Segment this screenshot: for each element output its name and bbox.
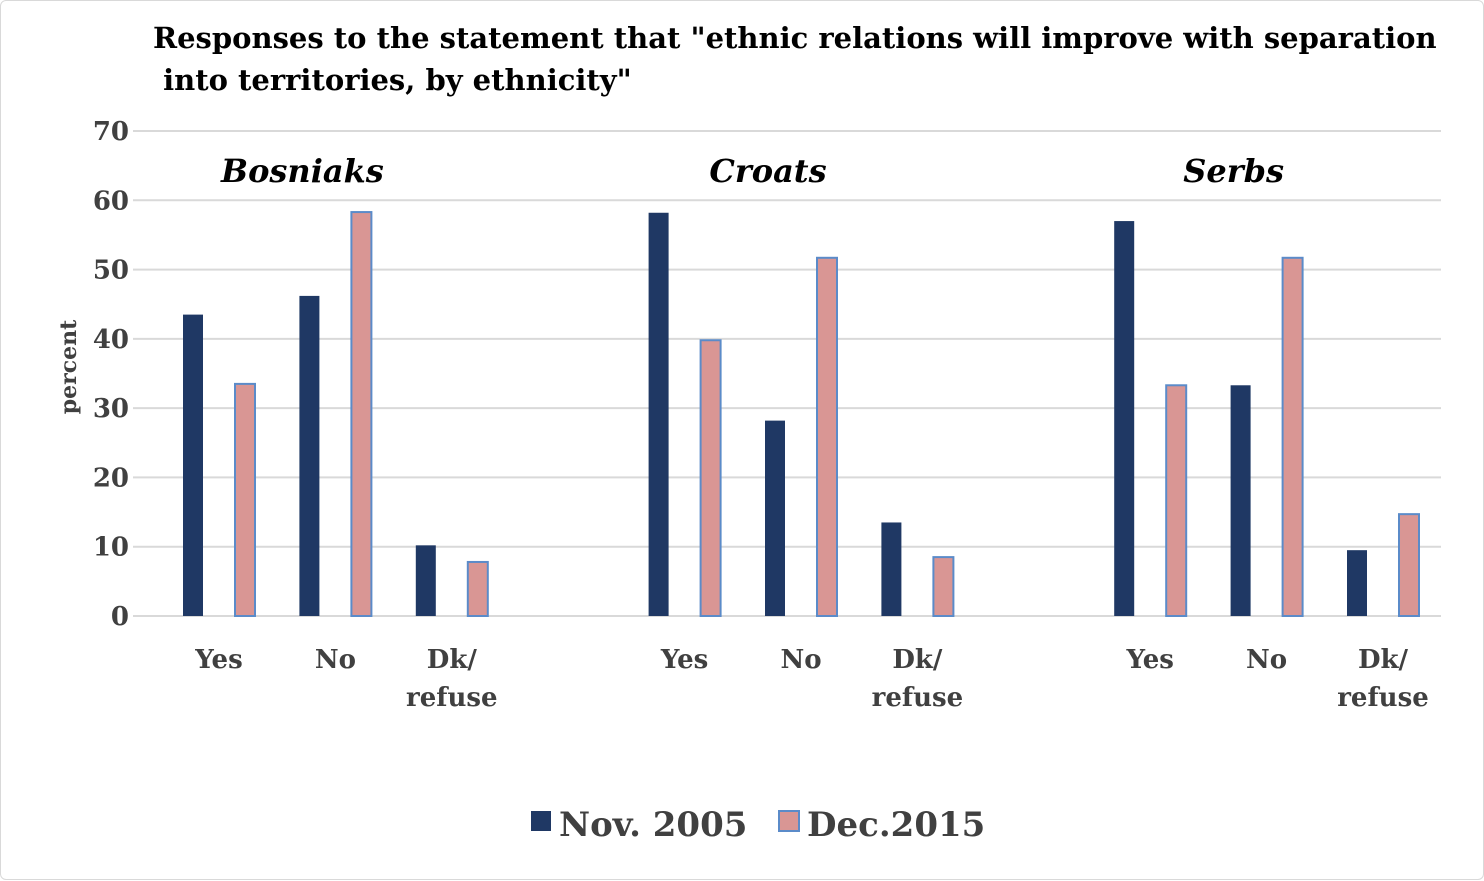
x-tick-label: refuse	[1337, 683, 1429, 713]
y-tick-label: 30	[93, 394, 129, 424]
group-label: Bosniaks	[220, 152, 384, 190]
group-label: Croats	[709, 152, 826, 190]
bar-nov-2005	[1114, 221, 1135, 617]
group-label: Serbs	[1183, 152, 1284, 190]
x-tick-label: Dk/	[892, 645, 943, 675]
bar-nov-2005	[1230, 385, 1251, 616]
y-tick-label: 0	[111, 602, 129, 632]
x-tick-label: Yes	[1125, 645, 1173, 675]
chart-title-line-2: into territories, by ethnicity"	[153, 63, 632, 97]
bar-dec-2015	[234, 382, 256, 617]
bar-dec-2015	[816, 256, 838, 617]
y-tick-label: 10	[93, 533, 129, 563]
x-tick-label: Dk/	[1358, 645, 1409, 675]
legend-label: Dec.2015	[807, 805, 985, 845]
y-tick-label: 60	[93, 186, 129, 216]
chart-title-line-1: Responses to the statement that "ethnic …	[153, 21, 1437, 55]
y-tick-label: 70	[93, 117, 129, 147]
x-tick-label: refuse	[872, 683, 964, 713]
y-tick-label: 20	[93, 463, 129, 493]
bar-nov-2005	[299, 295, 320, 616]
y-tick-label: 40	[93, 325, 129, 355]
legend-label: Nov. 2005	[559, 805, 747, 845]
x-tick-label: No	[780, 645, 821, 675]
bar-nov-2005	[765, 420, 785, 616]
bar-dec-2015	[1165, 384, 1188, 617]
bar-nov-2005	[183, 314, 203, 616]
group-labels: Bosniaks Croats Serbs	[220, 152, 1284, 190]
bar-nov-2005	[415, 545, 436, 616]
y-tick-label: 50	[93, 256, 129, 286]
x-tick-label: refuse	[406, 683, 498, 713]
x-tick-label: Yes	[194, 645, 242, 675]
bar-dec-2015	[1398, 513, 1420, 618]
bar-nov-2005	[648, 212, 669, 616]
chart-title: Responses to the statement that "ethnic …	[153, 21, 1437, 97]
bar-dec-2015	[466, 560, 489, 618]
x-tick-label: No	[1246, 645, 1287, 675]
legend: Nov. 2005 Dec.2015	[531, 805, 985, 845]
legend-swatch	[531, 811, 551, 831]
x-tick-label: Yes	[660, 645, 708, 675]
bar-nov-2005	[1347, 550, 1367, 616]
x-tick-label: Dk/	[427, 645, 478, 675]
y-axis-label: percent	[56, 319, 82, 414]
bar-nov-2005	[881, 522, 902, 616]
bars	[183, 211, 1420, 618]
bar-dec-2015	[1281, 256, 1304, 617]
y-axis-ticks: 0 10 20 30 40 50 60 70	[93, 117, 129, 632]
legend-swatch	[778, 810, 800, 832]
bar-dec-2015	[932, 556, 955, 617]
x-axis-ticks: Yes No Dk/refuse Yes No Dk/refuse Yes No Dk/refu…	[194, 645, 1429, 713]
x-tick-label: No	[315, 645, 356, 675]
bar-dec-2015	[350, 211, 373, 617]
bar-dec-2015	[699, 339, 722, 617]
